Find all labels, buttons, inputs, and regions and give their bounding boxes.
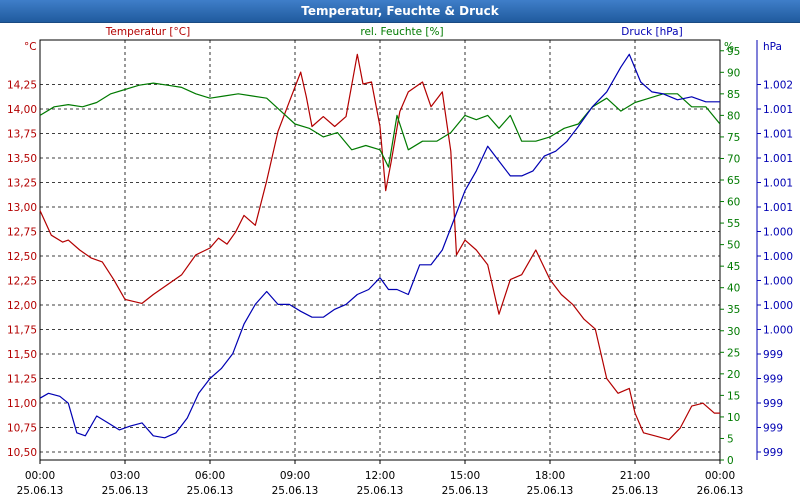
pressure-tick-label: 1.000 <box>763 300 793 312</box>
date-tick-label: 25.06.13 <box>612 485 659 497</box>
humidity-tick-label: 20 <box>727 369 740 381</box>
humidity-tick-label: 50 <box>727 240 740 252</box>
date-tick-label: 25.06.13 <box>17 485 64 497</box>
pressure-tick-label: 1.000 <box>763 251 793 263</box>
window-title: Temperatur, Feuchte & Druck <box>301 4 499 18</box>
humidity-tick-label: 45 <box>727 261 740 273</box>
pressure-tick-label: 999 <box>763 374 783 386</box>
humidity-tick-label: 75 <box>727 132 740 144</box>
time-tick-label: 21:00 <box>620 470 650 482</box>
time-axis: 00:00 25.06.13 03:00 25.06.13 06:00 25.06.13 0… <box>17 460 744 497</box>
humidity-tick-label: 25 <box>727 347 740 359</box>
temp-tick-label: 13,75 <box>7 129 37 141</box>
pressure-tick-label: 999 <box>763 447 783 459</box>
pressure-tick-label: 999 <box>763 349 783 361</box>
pressure-tick-label: 1.000 <box>763 227 793 239</box>
time-tick-label: 15:00 <box>450 470 480 482</box>
date-tick-label: 25.06.13 <box>272 485 319 497</box>
time-tick-label: 12:00 <box>365 470 395 482</box>
date-tick-label: 26.06.13 <box>697 485 744 497</box>
pressure-tick-label: 1.001 <box>763 104 793 116</box>
humidity-tick-label: 70 <box>727 153 740 165</box>
time-tick-label: 18:00 <box>535 470 565 482</box>
humidity-tick-label: 30 <box>727 326 740 338</box>
humidity-axis: 0 5 10 15 20 25 30 35 40 45 50 55 60 65 70 75 80 85 90 95 <box>720 46 740 467</box>
humidity-tick-label: 0 <box>727 455 734 467</box>
humidity-tick-label: 65 <box>727 175 740 187</box>
temp-tick-label: 13,25 <box>7 178 37 190</box>
temp-unit-label: °C <box>24 41 37 53</box>
time-tick-label: 06:00 <box>195 470 225 482</box>
temp-tick-label: 12,50 <box>7 251 37 263</box>
temp-tick-label: 14,25 <box>7 80 37 92</box>
date-tick-label: 25.06.13 <box>442 485 489 497</box>
temp-series-line <box>39 53 720 441</box>
temp-tick-label: 10,75 <box>7 423 37 435</box>
pressure-tick-label: 999 <box>763 398 783 410</box>
date-tick-label: 25.06.13 <box>187 485 234 497</box>
pressure-tick-label: 1.000 <box>763 276 793 288</box>
pressure-tick-label: 1.001 <box>763 129 793 141</box>
humidity-tick-label: 55 <box>727 218 740 230</box>
pressure-tick-label: 1.002 <box>763 80 793 92</box>
humidity-tick-label: 60 <box>727 197 740 209</box>
press-series-line <box>39 53 720 439</box>
pressure-tick-label: 1.000 <box>763 325 793 337</box>
temp-tick-label: 14,00 <box>7 104 37 116</box>
temp-tick-label: 12,25 <box>7 276 37 288</box>
temp-tick-label: 10,50 <box>7 447 37 459</box>
humidity-tick-label: 90 <box>727 67 740 79</box>
grid <box>40 40 720 460</box>
humidity-tick-label: 95 <box>727 46 740 58</box>
time-tick-label: 00:00 <box>705 470 735 482</box>
series-group <box>39 53 721 441</box>
temp-tick-label: 11,25 <box>7 374 37 386</box>
temp-series-label: Temperatur [°C] <box>105 26 190 38</box>
pressure-axis: 999 999 999 999 999 1.000 1.000 1.000 1.000 1.000… <box>756 40 793 460</box>
humidity-tick-label: 5 <box>727 433 734 445</box>
temp-axis: 10,50 10,75 11,00 11,25 11,50 11,75 12,00 12,25… <box>7 80 37 460</box>
humidity-tick-label: 10 <box>727 412 740 424</box>
temp-tick-label: 11,75 <box>7 325 37 337</box>
humidity-tick-label: 85 <box>727 89 740 101</box>
pressure-tick-label: 1.001 <box>763 178 793 190</box>
pressure-unit-label: hPa <box>763 41 782 53</box>
temp-tick-label: 13,50 <box>7 153 37 165</box>
pressure-tick-label: 999 <box>763 423 783 435</box>
window-titlebar: Temperatur, Feuchte & Druck <box>0 0 800 23</box>
time-tick-label: 03:00 <box>110 470 140 482</box>
pressure-series-label: Druck [hPa] <box>621 26 682 38</box>
temp-tick-label: 11,00 <box>7 398 37 410</box>
pressure-tick-label: 1.001 <box>763 153 793 165</box>
humidity-tick-label: 35 <box>727 304 740 316</box>
temp-tick-label: 12,75 <box>7 227 37 239</box>
date-tick-label: 25.06.13 <box>102 485 149 497</box>
humidity-tick-label: 15 <box>727 390 740 402</box>
temp-tick-label: 11,50 <box>7 349 37 361</box>
time-tick-label: 00:00 <box>25 470 55 482</box>
date-tick-label: 25.06.13 <box>357 485 404 497</box>
humidity-series-label: rel. Feuchte [%] <box>360 26 443 38</box>
axis-headers: °C Temperatur [°C] rel. Feuchte [%] Druck [… <box>24 26 782 53</box>
temp-tick-label: 12,00 <box>7 300 37 312</box>
temp-tick-label: 13,00 <box>7 202 37 214</box>
date-tick-label: 25.06.13 <box>527 485 574 497</box>
time-tick-label: 09:00 <box>280 470 310 482</box>
humidity-tick-label: 80 <box>727 110 740 122</box>
pressure-tick-label: 1.001 <box>763 202 793 214</box>
humidity-unit-label: % <box>724 41 734 53</box>
hum-series-line <box>39 82 721 168</box>
humidity-tick-label: 40 <box>727 283 740 295</box>
